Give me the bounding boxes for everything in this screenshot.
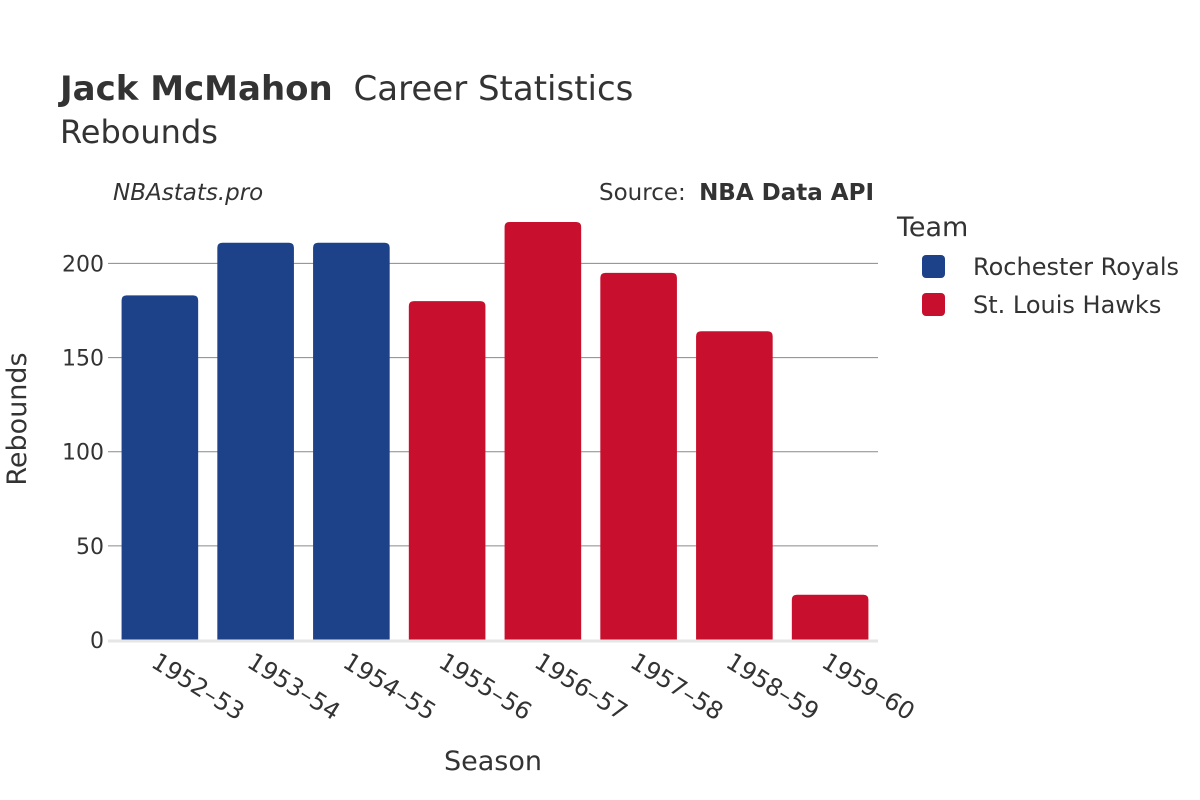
y-tick-label: 50 [76, 535, 104, 560]
source-name: NBA Data API [699, 180, 874, 206]
legend-label-st-louis-hawks: St. Louis Hawks [973, 291, 1161, 319]
bar-1958–59[interactable] [696, 331, 773, 640]
chart-title-rest: Career Statistics [354, 69, 634, 109]
bars [121, 222, 869, 640]
chart-title-player: Jack McMahon [58, 69, 333, 109]
y-tick-label: 100 [62, 441, 104, 466]
bar-1953–54[interactable] [217, 242, 294, 640]
bar-1955–56[interactable] [408, 301, 486, 640]
source-note: Source: NBA Data API [599, 180, 874, 206]
x-axis-ticks: 1952–531953–541954–551955–561956–571957–… [147, 647, 920, 726]
bar-1954–55[interactable] [313, 242, 390, 640]
watermark: NBAstats.pro [113, 180, 263, 206]
x-tick-label: 1954–55 [338, 647, 441, 726]
legend-item-rochester-royals[interactable]: Rochester Royals [922, 253, 1179, 281]
bar-1952–53[interactable] [121, 295, 199, 640]
x-tick-label: 1955–56 [434, 647, 537, 726]
y-tick-label: 150 [62, 347, 104, 372]
x-tick-label: 1958–59 [721, 647, 824, 726]
y-tick-label: 200 [62, 252, 104, 277]
legend-swatch-st-louis-hawks [922, 293, 945, 316]
legend-swatch-rochester-royals [922, 255, 945, 278]
x-axis-title: Season [444, 746, 542, 777]
legend: Team Rochester Royals St. Louis Hawks [896, 212, 1179, 319]
x-tick-label: 1956–57 [530, 647, 633, 726]
bar-1957–58[interactable] [600, 272, 677, 640]
x-tick-label: 1959–60 [817, 647, 920, 726]
x-tick-label: 1953–54 [242, 647, 345, 726]
source-label: Source: [599, 180, 686, 206]
legend-item-st-louis-hawks[interactable]: St. Louis Hawks [922, 291, 1161, 319]
chart-subtitle: Rebounds [60, 113, 218, 151]
x-tick-label: 1957–58 [625, 647, 728, 726]
chart-title: Jack McMahon Career Statistics [58, 69, 633, 109]
bar-1956–57[interactable] [504, 222, 582, 640]
y-axis-ticks: 0 50 100 150 200 [62, 252, 104, 654]
y-tick-label: 0 [90, 629, 104, 654]
y-axis-title: Rebounds [2, 352, 33, 485]
legend-label-rochester-royals: Rochester Royals [973, 253, 1179, 281]
legend-title: Team [896, 212, 968, 243]
bar-1959–60[interactable] [791, 594, 869, 640]
x-tick-label: 1952–53 [147, 647, 250, 726]
